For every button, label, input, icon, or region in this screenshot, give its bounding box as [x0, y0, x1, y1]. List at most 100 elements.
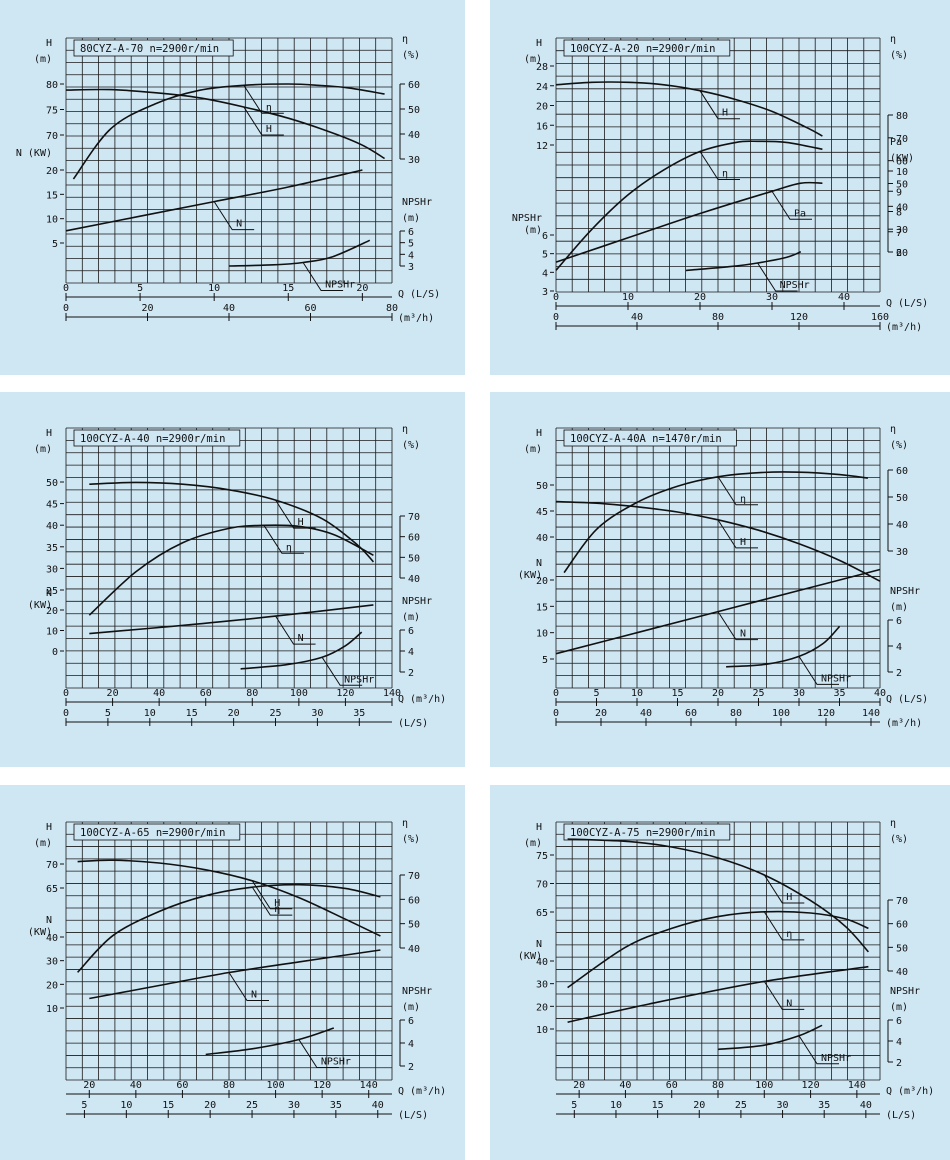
right-axis-unit: (%) — [890, 440, 908, 451]
series-label-h: H — [274, 898, 280, 909]
left-tick-label: 20 — [46, 166, 58, 177]
x2-axis-label: (m³/h) — [886, 322, 922, 333]
x-tick-label: 40 — [838, 292, 850, 303]
right-axis-unit: (%) — [890, 834, 908, 845]
curve-n — [89, 604, 374, 635]
x2-tick-label: 40 — [372, 1100, 384, 1111]
right-tick-label: 30 — [896, 225, 908, 236]
left-tick-label: 10 — [46, 1004, 58, 1015]
x2-tick-label: 10 — [120, 1100, 132, 1111]
left-tick-label: 20 — [46, 606, 58, 617]
chart-svg-2: 100CYZ-A-20 n=2900r/min 0 10 20 30 40 0 40 80 120… — [512, 34, 928, 333]
left-tick-label: 50 — [46, 478, 58, 489]
left-tick-label: 75 — [46, 106, 58, 117]
left-tick-label: 65 — [536, 908, 548, 919]
right-tick-label: 70 — [408, 871, 420, 882]
series-label-npshr: NPSHr — [780, 280, 810, 291]
chart-title: 100CYZ-A-65 n=2900r/min — [80, 827, 225, 839]
left-axis-unit: (m) — [524, 838, 542, 849]
right-tick-label: 70 — [896, 134, 908, 145]
leader-line — [275, 499, 316, 529]
x2-tick-label: 40 — [223, 303, 235, 314]
x2-tick-label: 30 — [288, 1100, 300, 1111]
curve-efficiency — [563, 471, 868, 574]
right-tick-label: 4 — [408, 647, 414, 658]
x-tick-label: 140 — [360, 1080, 378, 1091]
x-axis-label: Q (m³/h) — [398, 694, 446, 705]
x2-tick-label: 15 — [652, 1100, 664, 1111]
leader-line — [298, 1039, 339, 1069]
x-tick-label: 40 — [130, 1080, 142, 1091]
title-box — [73, 823, 241, 841]
left-tick-label: 30 — [46, 957, 58, 968]
right-tick-label: 40 — [408, 944, 420, 955]
series-label-npshr: NPSHr — [821, 1053, 851, 1064]
x-tick-label: 80 — [223, 1080, 235, 1091]
left-tick-label: 16 — [536, 121, 548, 132]
x2-tick-label: 80 — [386, 303, 398, 314]
series-label-h: H — [740, 537, 746, 548]
right-tick-label: 30 — [408, 155, 420, 166]
title-box — [73, 39, 234, 57]
series-label-efficiency: η — [740, 494, 746, 505]
left-axis-unit: (m) — [524, 225, 542, 236]
chart-title: 100CYZ-A-20 n=2900r/min — [570, 43, 715, 55]
x-tick-label: 40 — [153, 688, 165, 699]
leader-line — [275, 615, 316, 645]
series-label-npshr: NPSHr — [821, 673, 851, 684]
leader-line — [243, 106, 284, 136]
x-tick-label: 60 — [666, 1080, 678, 1091]
x-tick-label: 20 — [83, 1080, 95, 1091]
x2-tick-label: 60 — [685, 708, 697, 719]
series-label-npshr: NPSHr — [344, 674, 374, 685]
x2-tick-label: 80 — [712, 312, 724, 323]
right-axis-label: NPSHr — [890, 586, 920, 597]
curve-efficiency — [555, 140, 823, 271]
x2-tick-label: 20 — [693, 1100, 705, 1111]
right-tick-label: 50 — [896, 180, 908, 191]
curve-h — [77, 859, 381, 937]
left-tick-label: 25 — [46, 586, 58, 597]
left-axis-unit: (m) — [524, 54, 542, 65]
left-tick-label: 40 — [536, 957, 548, 968]
left-tick-label: 20 — [536, 576, 548, 587]
title-box — [73, 429, 241, 447]
right-axis-label: η — [890, 424, 896, 435]
right-tick-label: 40 — [408, 130, 420, 141]
leader-line — [321, 657, 363, 686]
right-tick-label: 4 — [408, 250, 414, 261]
curve-efficiency — [77, 883, 381, 973]
left-axis-label: N — [46, 588, 52, 599]
left-tick-label: 30 — [46, 564, 58, 575]
x2-tick-label: 5 — [105, 708, 111, 719]
x2-tick-label: 30 — [777, 1100, 789, 1111]
x2-tick-label: 25 — [269, 708, 281, 719]
left-tick-label: 75 — [536, 851, 548, 862]
right-tick-label: 50 — [408, 553, 420, 564]
left-axis-label: N (KW) — [16, 148, 52, 159]
x2-tick-label: 40 — [860, 1100, 872, 1111]
chart-panel-1: 80CYZ-A-70 n=2900r/min 0 5 10 15 20 0 20 40 60 80 Q… — [0, 0, 465, 375]
x-tick-label: 60 — [176, 1080, 188, 1091]
x2-tick-label: 80 — [730, 708, 742, 719]
title-box — [563, 429, 737, 447]
x2-tick-label: 30 — [311, 708, 323, 719]
chart-panel-3: 100CYZ-A-40 n=2900r/min 0 20 40 60 80 100 120 14… — [0, 392, 465, 767]
right-axis-label: NPSHr — [402, 197, 432, 208]
chart-panel-4: 100CYZ-A-40A n=1470r/min 0 5 10 15 20 25 30 35 40… — [490, 392, 950, 767]
left-axis-unit: (m) — [34, 444, 52, 455]
left-axis-unit: (m) — [34, 54, 52, 65]
leader-line — [263, 525, 304, 554]
x2-tick-label: 5 — [571, 1100, 577, 1111]
leader-line — [699, 90, 740, 120]
x2-axis-label: (m³/h) — [398, 313, 434, 324]
left-tick-label: 80 — [46, 80, 58, 91]
left-tick-label: 40 — [46, 933, 58, 944]
right-tick-label: 30 — [896, 547, 908, 558]
right-axis-label: NPSHr — [890, 986, 920, 997]
leader-line — [228, 972, 269, 1001]
chart-svg-5: 100CYZ-A-65 n=2900r/min 20 40 60 80 100 120 140… — [28, 818, 446, 1121]
curve-h — [89, 481, 374, 563]
leader-line — [798, 656, 839, 685]
